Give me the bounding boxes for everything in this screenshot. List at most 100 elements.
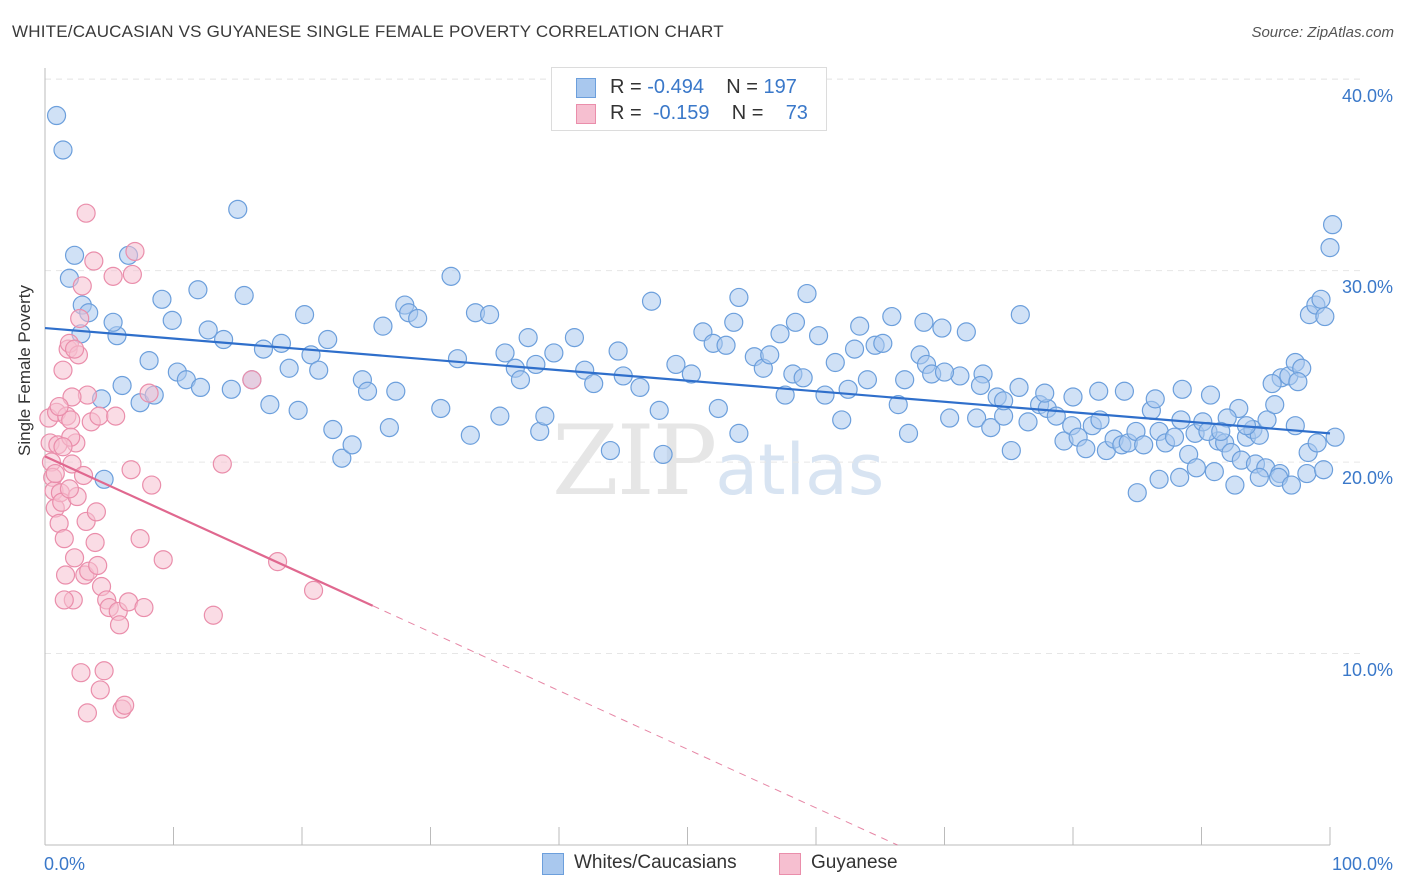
data-point-whites — [641, 291, 662, 311]
data-point-whites — [162, 310, 182, 330]
data-point-guyanese — [88, 555, 108, 576]
data-point-whites — [1127, 483, 1147, 503]
data-point-whites — [357, 381, 378, 401]
data-point-whites — [898, 423, 919, 443]
legend-swatch-blue — [576, 78, 596, 98]
data-point-guyanese — [49, 396, 69, 417]
data-point-whites — [1010, 305, 1030, 325]
data-point-whites — [724, 312, 744, 332]
x-tick-label-100: 100.0% — [1331, 854, 1393, 874]
data-point-whites — [1164, 427, 1185, 447]
data-point-whites — [318, 329, 338, 350]
data-point-guyanese — [77, 703, 98, 723]
data-point-guyanese — [85, 532, 105, 553]
n-label: N = — [731, 102, 764, 124]
data-point-whites — [221, 379, 241, 399]
data-point-whites — [1297, 463, 1317, 484]
data-point-guyanese — [115, 695, 135, 715]
data-point-guyanese — [303, 580, 324, 600]
data-point-whites — [1001, 440, 1021, 461]
data-point-whites — [970, 375, 991, 396]
data-point-whites — [1225, 475, 1245, 495]
data-point-guyanese — [212, 454, 232, 474]
data-point-guyanese — [106, 406, 126, 426]
data-point-guyanese — [64, 339, 85, 359]
data-point-whites — [408, 308, 428, 329]
data-point-guyanese — [139, 383, 159, 403]
data-point-whites — [940, 408, 960, 428]
data-point-whites — [575, 360, 595, 380]
n-label: N = — [726, 76, 758, 98]
data-point-whites — [323, 419, 343, 440]
legend-swatch-blue — [542, 853, 564, 875]
data-point-whites — [797, 283, 817, 304]
data-point-whites — [793, 368, 813, 388]
data-point-whites — [729, 287, 749, 308]
data-point-whites — [490, 406, 510, 426]
data-point-whites — [1311, 289, 1331, 309]
data-point-whites — [279, 358, 299, 378]
data-point-whites — [1307, 433, 1327, 453]
data-point-whites — [1211, 421, 1231, 442]
data-point-guyanese — [109, 615, 130, 635]
data-point-guyanese — [103, 266, 123, 286]
data-point-whites — [1134, 435, 1154, 455]
stats-legend: R = -0.494 N = 197 R = -0.159 N = 73 — [551, 67, 827, 131]
n-value: 73 — [785, 102, 808, 124]
data-point-guyanese — [54, 529, 74, 549]
trend-line-whites — [44, 326, 1331, 435]
data-point-whites — [932, 318, 952, 338]
data-point-whites — [373, 316, 393, 336]
data-point-whites — [1313, 460, 1334, 480]
data-point-whites — [967, 408, 987, 428]
data-point-whites — [1322, 215, 1343, 235]
data-point-guyanese — [203, 605, 223, 625]
watermark-atlas: atlas — [715, 429, 885, 511]
data-point-whites — [956, 322, 976, 342]
data-point-whites — [1262, 373, 1282, 394]
legend-swatch-pink — [576, 104, 596, 124]
legend-swatch-pink — [779, 853, 801, 875]
data-point-whites — [64, 245, 85, 265]
data-point-whites — [1009, 377, 1029, 398]
data-point-whites — [708, 398, 728, 419]
source-label: Source: ZipAtlas.com — [1251, 24, 1394, 41]
data-point-whites — [152, 289, 172, 309]
data-point-whites — [653, 444, 673, 465]
data-point-whites — [775, 385, 795, 405]
data-point-whites — [785, 312, 806, 332]
data-point-whites — [214, 329, 234, 350]
data-point-whites — [228, 199, 248, 219]
data-point-guyanese — [71, 663, 91, 683]
y-tick-label-10: 10.0% — [1341, 660, 1393, 680]
data-point-whites — [1249, 425, 1269, 445]
data-point-whites — [544, 343, 564, 363]
data-point-whites — [441, 266, 461, 286]
y-tick-label-30: 30.0% — [1341, 277, 1393, 297]
data-point-whites — [832, 410, 852, 430]
chart-title: WHITE/CAUCASIAN VS GUYANESE SINGLE FEMAL… — [12, 22, 724, 41]
data-point-whites — [234, 285, 254, 306]
data-point-whites — [815, 385, 835, 405]
data-point-guyanese — [64, 548, 85, 568]
data-point-whites — [309, 360, 329, 380]
data-point-guyanese — [72, 276, 92, 296]
data-point-guyanese — [62, 387, 82, 407]
watermark: ZIPatlas — [552, 405, 884, 517]
data-point-whites — [1288, 372, 1308, 392]
data-point-whites — [1063, 387, 1083, 407]
data-point-whites — [1114, 381, 1135, 401]
data-point-whites — [271, 333, 292, 353]
r-label: R = — [610, 76, 642, 98]
data-point-guyanese — [121, 460, 141, 480]
data-point-whites — [198, 320, 218, 340]
data-point-whites — [1315, 306, 1335, 327]
data-point-whites — [857, 370, 878, 390]
data-point-whites — [760, 345, 780, 365]
data-point-whites — [526, 354, 546, 375]
data-point-whites — [1089, 381, 1109, 401]
data-point-whites — [447, 349, 468, 369]
data-point-whites — [480, 305, 500, 325]
data-point-guyanese — [94, 661, 114, 681]
